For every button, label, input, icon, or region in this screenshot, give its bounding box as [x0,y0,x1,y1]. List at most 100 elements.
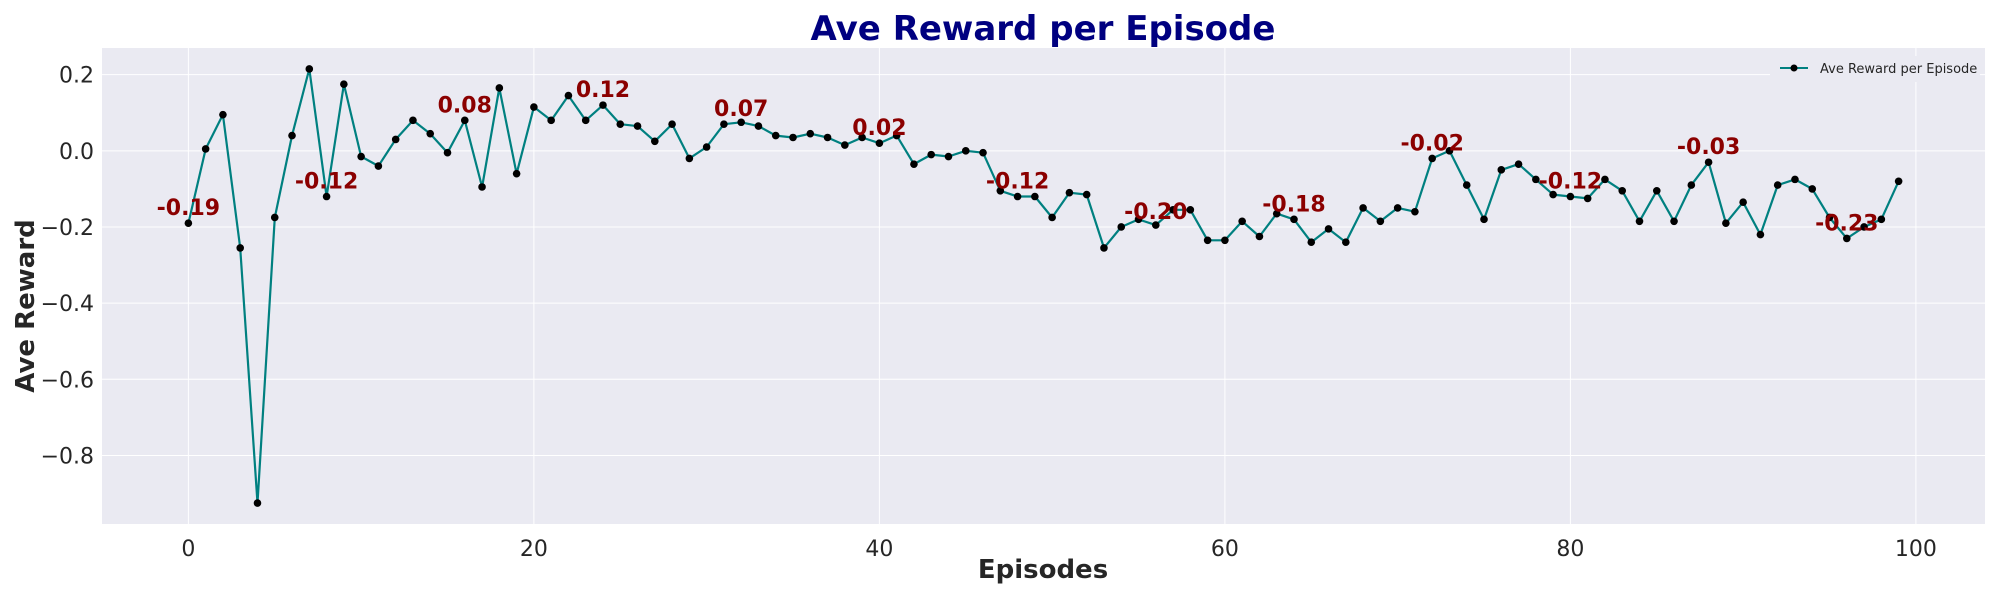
y-tick-label: −0.4 [41,292,94,317]
x-tick-label: 100 [1895,537,1937,562]
data-point [633,122,642,130]
annotation-label: 0.12 [576,78,630,103]
annotation-label: -0.18 [1262,192,1325,217]
annotation-label: -0.03 [1677,135,1740,160]
y-tick-label: −0.8 [41,444,94,469]
data-point [1411,207,1419,216]
data-point [1532,175,1540,184]
data-point [1687,181,1696,189]
y-tick-label: 0.0 [59,140,94,165]
data-point [789,133,797,142]
x-tick-label: 40 [865,537,893,562]
data-point [616,120,625,128]
annotation-label: -0.19 [157,196,220,221]
data-point [1221,236,1229,245]
annotation-label: 0.08 [438,93,492,118]
data-point [1722,219,1730,227]
annotation-label: -0.12 [295,170,358,195]
y-tick-label: −0.2 [41,216,94,241]
data-point [443,148,452,157]
x-axis-label: Episodes [978,555,1108,585]
data-point [1134,215,1143,224]
annotation-label: -0.23 [1815,211,1878,236]
data-point [1186,206,1195,214]
data-point [1117,223,1126,231]
data-point [460,116,469,125]
data-point [236,244,245,252]
data-point [892,131,901,140]
data-point [1238,217,1246,226]
data-point [1583,194,1592,203]
data-point [961,147,970,155]
data-point [391,135,400,144]
y-tick-label: −0.6 [41,368,94,393]
data-point [1808,185,1817,193]
data-point [253,499,262,507]
data-point [944,152,953,161]
data-point [1203,236,1212,245]
data-point [1894,177,1903,186]
data-point [1048,213,1056,222]
annotation-label: -0.12 [986,170,1049,195]
data-point [184,219,193,227]
data-point [996,187,1005,195]
data-point [581,116,590,125]
data-point [1324,225,1333,233]
data-point [1652,187,1661,195]
data-point [1100,244,1108,252]
data-point [771,131,780,140]
annotation-label: 0.07 [714,97,768,122]
series-line [187,67,1900,505]
x-tick-label: 0 [181,537,195,562]
data-point [1255,232,1264,241]
data-point [1359,204,1367,212]
data-point [1497,166,1506,174]
data-point [651,137,659,146]
data-point [1480,215,1488,224]
data-point [720,120,728,128]
legend: Ave Reward per Episode [1770,56,1980,82]
data-point [685,154,694,163]
data-point [1704,158,1713,167]
data-point [357,152,365,161]
data-point [1514,160,1523,168]
data-point [1462,181,1471,189]
data-point [1842,234,1851,243]
data-point [1618,187,1627,195]
data-point [1376,217,1385,226]
data-point [219,110,227,119]
data-point [1393,204,1402,212]
data-point [340,80,348,88]
data-point [1635,217,1644,226]
data-point [1877,215,1886,224]
data-point [702,143,711,151]
data-point [1290,215,1298,224]
data-point [979,148,987,157]
data-point [530,103,538,111]
data-point [1342,238,1350,247]
data-point [1428,154,1436,163]
annotation-label: -0.02 [1400,131,1463,156]
data-point [1825,213,1834,222]
data-point [1013,192,1022,201]
y-tick-label: 0.2 [59,64,94,89]
y-axis-label: Ave Reward [11,219,41,392]
x-tick-label: 60 [1211,537,1239,562]
data-point [322,192,331,201]
data-point [668,120,676,128]
data-point [1773,181,1782,189]
data-point [564,91,573,100]
annotations: -0.19 -0.12 0.08 0.12 0.07 0.02 -0.12 -0.20 -0.1… [157,78,1879,236]
data-point [547,116,555,125]
data-point [478,183,486,191]
data-point [374,162,383,170]
data-point [288,131,296,140]
data-point [495,84,504,92]
gridlines [102,48,1985,524]
plot-background [102,48,1985,524]
data-point [1670,217,1678,226]
data-points [184,65,1903,507]
data-point [409,116,417,125]
